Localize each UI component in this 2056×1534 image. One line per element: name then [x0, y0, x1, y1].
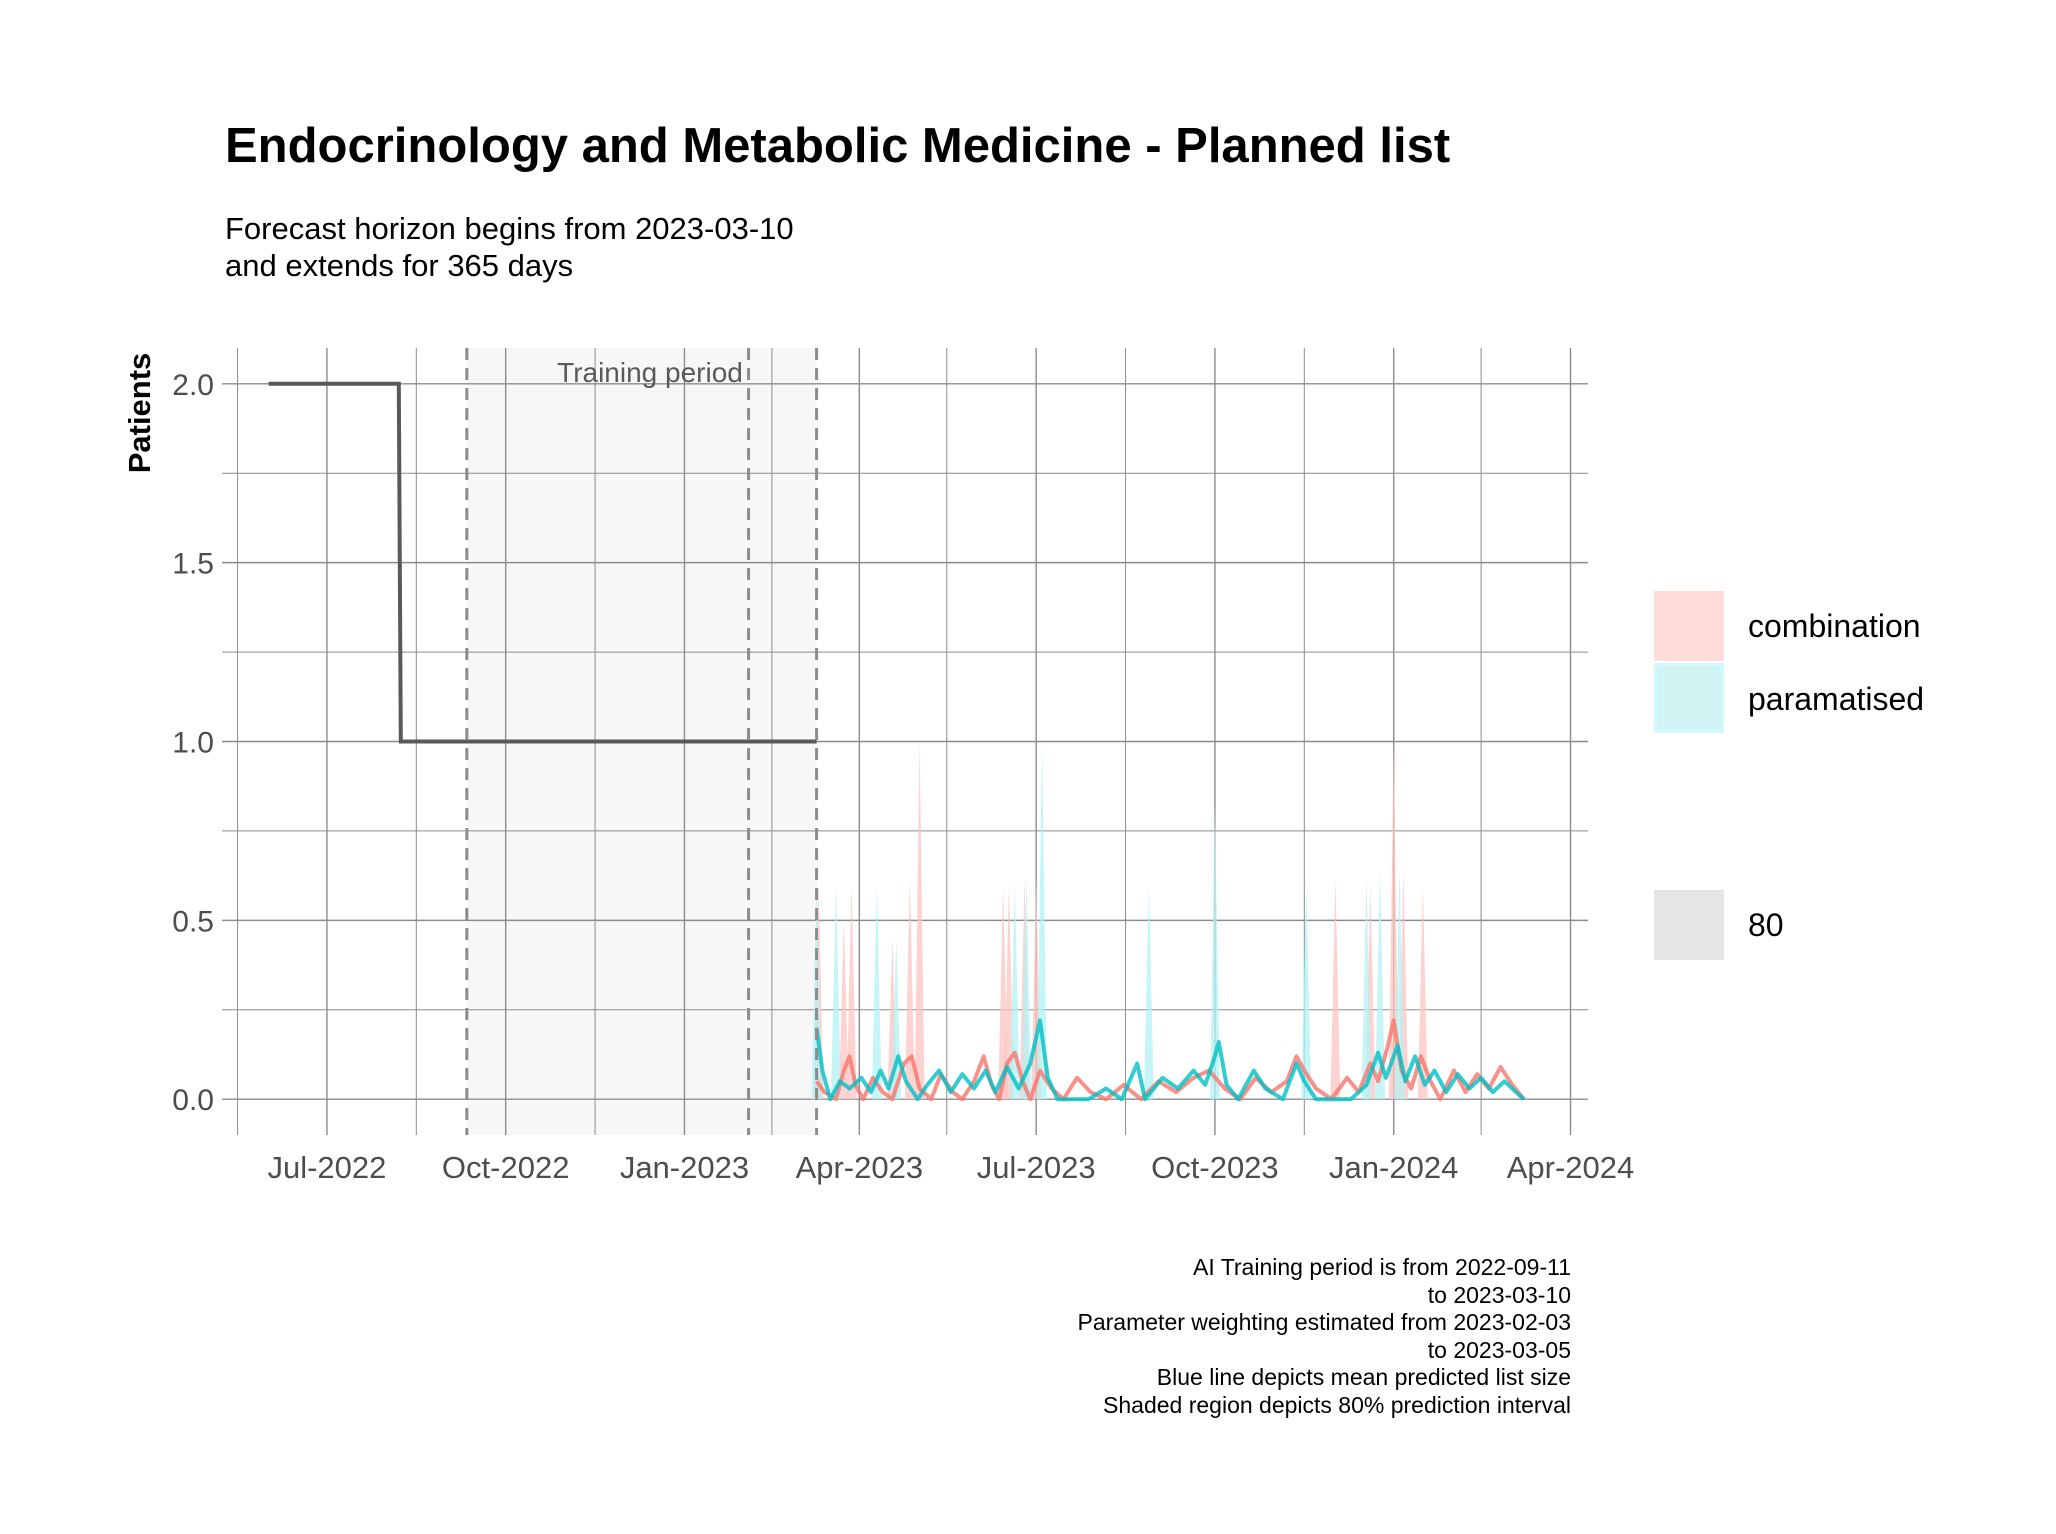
observed-line: [268, 381, 817, 744]
interval-spike-combination: [914, 741, 925, 1100]
interval-spike-paramatised: [1036, 741, 1047, 1100]
legend-label-paramatised: paramatised: [1748, 681, 1925, 717]
legend-key-paramatised: [1654, 663, 1724, 733]
interval-spike-paramatised: [1209, 805, 1220, 1100]
y-tick-label: 0.5: [172, 905, 214, 938]
chart-title: Endocrinology and Metabolic Medicine - P…: [225, 119, 1451, 173]
interval-spike-combination: [1388, 741, 1399, 1100]
x-tick-label: Apr-2024: [1507, 1150, 1635, 1185]
series-line-paramatised: [814, 1018, 1526, 1102]
interval-spike-paramatised: [831, 884, 842, 1100]
legend-key-interval: [1654, 890, 1724, 960]
x-tick-label: Oct-2023: [1151, 1150, 1279, 1185]
x-tick-label: Apr-2023: [796, 1150, 924, 1185]
interval-spike-combination: [1330, 877, 1341, 1100]
legend-label-combination: combination: [1748, 608, 1921, 644]
x-tick-label: Jan-2024: [1329, 1150, 1458, 1185]
dashed-vlines: [465, 348, 819, 1135]
y-tick-label: 2.0: [172, 369, 214, 402]
interval-spike-combination: [904, 877, 915, 1100]
y-tick-label: 1.5: [172, 548, 214, 581]
interval-spike-paramatised: [1375, 870, 1386, 1100]
series-lines: [268, 381, 1526, 1102]
interval-spike-paramatised: [1143, 884, 1154, 1100]
x-tick-label: Jul-2022: [267, 1150, 386, 1185]
y-tick-label: 0.0: [172, 1084, 214, 1117]
interval-spike-paramatised: [1301, 884, 1312, 1100]
interval-spike-combination: [1417, 884, 1428, 1100]
axis-labels: 0.0 0.5 1.0 1.5 2.0 Jul-2022 Oct-2022 Jan-2023 A…: [172, 369, 1634, 1185]
interval-spike-combination: [846, 884, 857, 1100]
chart-subtitle: Forecast horizon begins from 2023-03-10 …: [225, 211, 794, 283]
training-period-label: Training period: [557, 357, 743, 388]
interval-spike-combination: [838, 920, 849, 1100]
x-tick-label: Oct-2022: [442, 1150, 570, 1185]
interval-spike-paramatised: [1021, 877, 1032, 1100]
y-axis-title: Patients: [122, 353, 157, 474]
x-tick-label: Jan-2023: [620, 1150, 749, 1185]
y-tick-label: 1.0: [172, 727, 214, 760]
interval-spike-paramatised: [1361, 877, 1372, 1100]
legend-label-interval: 80: [1748, 907, 1784, 943]
interval-spike-paramatised: [871, 884, 882, 1100]
legend-key-combination: [1654, 591, 1724, 661]
grid: [222, 348, 1588, 1135]
interval-spike-paramatised: [1009, 884, 1020, 1100]
chart-caption: AI Training period is from 2022-09-11 to…: [1077, 1254, 1571, 1418]
x-tick-label: Jul-2023: [977, 1150, 1096, 1185]
